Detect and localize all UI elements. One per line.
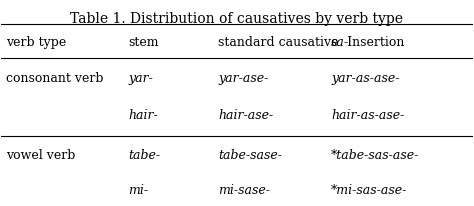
Text: Table 1. Distribution of causatives by verb type: Table 1. Distribution of causatives by v… xyxy=(71,12,403,26)
Text: hair-: hair- xyxy=(128,109,158,122)
Text: standard causative: standard causative xyxy=(218,35,338,49)
Text: yar-ase-: yar-ase- xyxy=(218,72,269,85)
Text: tabe-: tabe- xyxy=(128,149,161,162)
Text: hair-as-ase-: hair-as-ase- xyxy=(331,109,405,122)
Text: mi-: mi- xyxy=(128,184,149,197)
Text: mi-sase-: mi-sase- xyxy=(218,184,270,197)
Text: stem: stem xyxy=(128,35,159,49)
Text: consonant verb: consonant verb xyxy=(6,72,104,85)
Text: yar-as-ase-: yar-as-ase- xyxy=(331,72,400,85)
Text: sa: sa xyxy=(331,35,345,49)
Text: -Insertion: -Insertion xyxy=(344,35,405,49)
Text: verb type: verb type xyxy=(6,35,66,49)
Text: vowel verb: vowel verb xyxy=(6,149,75,162)
Text: *mi-sas-ase-: *mi-sas-ase- xyxy=(331,184,408,197)
Text: hair-ase-: hair-ase- xyxy=(218,109,273,122)
Text: *tabe-sas-ase-: *tabe-sas-ase- xyxy=(331,149,419,162)
Text: tabe-sase-: tabe-sase- xyxy=(218,149,282,162)
Text: yar-: yar- xyxy=(128,72,154,85)
